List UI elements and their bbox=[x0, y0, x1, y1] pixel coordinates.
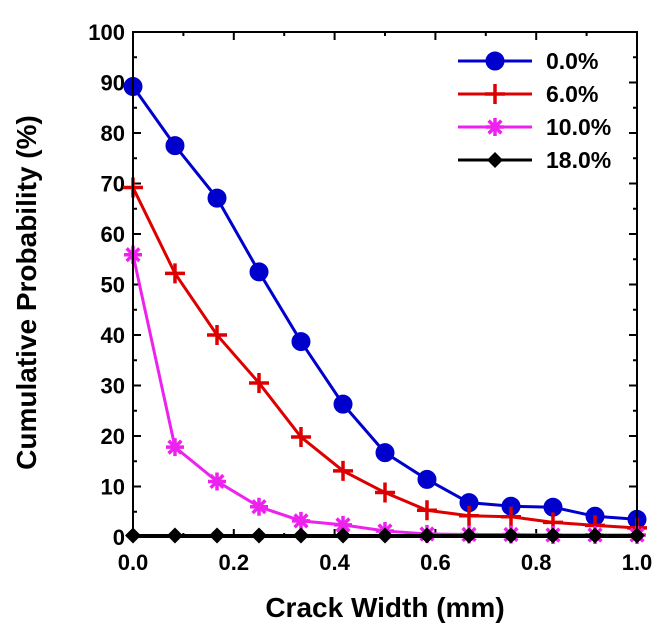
data-point bbox=[165, 438, 184, 457]
data-point bbox=[251, 527, 267, 544]
data-point bbox=[290, 427, 311, 448]
ticks-layer: 0 10 20 30 40 50 60 70 80 90 100 0.0 0.2 0.4 0.6 0.8 1.0 bbox=[88, 20, 652, 575]
legend-label: 6.0% bbox=[546, 81, 598, 107]
data-point bbox=[587, 527, 604, 544]
legend-marker bbox=[487, 152, 503, 168]
x-tick-label: 0.8 bbox=[521, 550, 552, 575]
data-point bbox=[166, 527, 183, 544]
data-point bbox=[209, 527, 226, 544]
data-point bbox=[291, 511, 310, 530]
y-tick-label: 10 bbox=[101, 475, 125, 500]
y-tick-label: 70 bbox=[101, 172, 125, 197]
data-point bbox=[333, 394, 353, 414]
x-tick-label: 1.0 bbox=[622, 550, 653, 575]
data-point bbox=[208, 472, 227, 491]
data-point bbox=[501, 506, 521, 527]
y-tick-label: 40 bbox=[101, 323, 125, 348]
y-tick-label: 90 bbox=[101, 71, 125, 96]
data-point bbox=[503, 527, 519, 544]
data-point bbox=[165, 136, 185, 156]
plot-frame bbox=[132, 31, 638, 538]
y-tick-label: 0 bbox=[113, 525, 125, 550]
data-point bbox=[375, 443, 395, 463]
series-3 bbox=[125, 527, 645, 544]
data-point bbox=[418, 527, 435, 544]
y-tick-label: 30 bbox=[101, 374, 125, 399]
data-point bbox=[249, 372, 269, 393]
data-point bbox=[333, 460, 354, 481]
legend-label: 10.0% bbox=[546, 114, 611, 140]
data-point bbox=[416, 500, 437, 521]
data-point bbox=[459, 505, 480, 526]
y-tick-label: 20 bbox=[101, 424, 125, 449]
x-tick-label: 0.4 bbox=[319, 550, 350, 575]
legend: 0.0% 6.0% 10.0% 18.0% bbox=[458, 48, 611, 173]
x-tick-label: 0.2 bbox=[219, 550, 250, 575]
legend-marker bbox=[486, 118, 504, 136]
y-tick-label: 60 bbox=[101, 222, 125, 247]
data-point bbox=[377, 527, 393, 544]
data-point bbox=[207, 188, 227, 208]
x-tick-label: 0.6 bbox=[420, 550, 451, 575]
series-1 bbox=[123, 177, 647, 538]
series-layer bbox=[123, 77, 647, 544]
data-point bbox=[335, 527, 352, 544]
legend-item: 10.0% bbox=[458, 114, 611, 140]
x-axis-title: Crack Width (mm) bbox=[265, 592, 504, 623]
x-tick-label: 0.0 bbox=[118, 550, 149, 575]
series-line bbox=[131, 186, 638, 530]
y-axis-title: Cumulative Probability (%) bbox=[11, 115, 42, 470]
data-point bbox=[334, 515, 353, 534]
data-point bbox=[544, 527, 561, 544]
data-point bbox=[461, 527, 478, 544]
y-tick-label: 50 bbox=[101, 273, 125, 298]
legend-item: 18.0% bbox=[458, 147, 611, 173]
y-tick-label: 100 bbox=[88, 20, 125, 45]
legend-label: 18.0% bbox=[546, 147, 611, 173]
data-point bbox=[291, 332, 311, 352]
data-point bbox=[292, 527, 309, 544]
data-point bbox=[375, 482, 395, 503]
legend-item: 0.0% bbox=[458, 48, 598, 74]
series-0 bbox=[123, 77, 647, 529]
data-point bbox=[164, 263, 185, 284]
data-point bbox=[249, 262, 269, 282]
data-point bbox=[417, 469, 437, 489]
legend-item: 6.0% bbox=[458, 81, 598, 107]
legend-marker bbox=[485, 51, 505, 71]
data-point bbox=[207, 325, 228, 345]
data-point bbox=[250, 497, 268, 516]
y-tick-label: 80 bbox=[101, 121, 125, 146]
legend-marker bbox=[485, 84, 505, 104]
legend-label: 0.0% bbox=[546, 48, 598, 74]
